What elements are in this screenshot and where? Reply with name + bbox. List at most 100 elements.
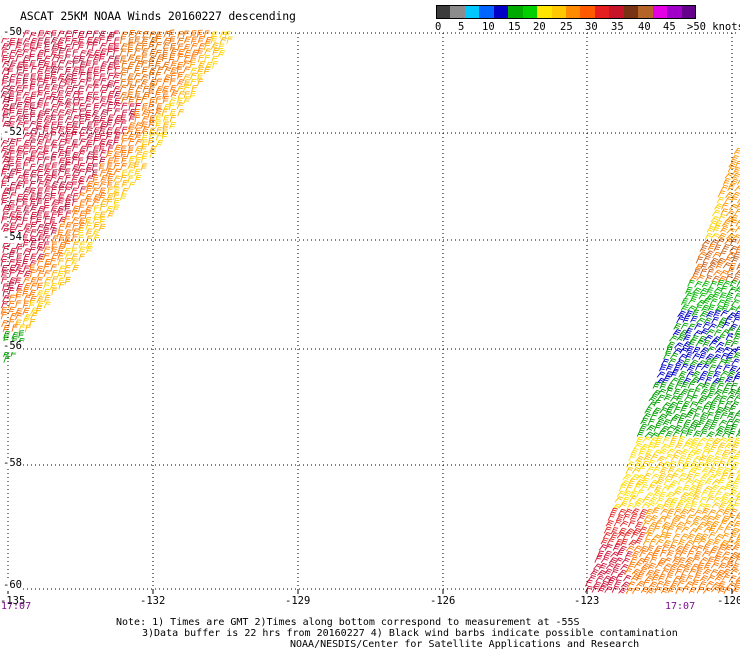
wind-barb <box>734 371 740 378</box>
wind-barb <box>36 187 44 195</box>
wind-barb <box>673 388 681 396</box>
wind-barb <box>646 466 655 473</box>
wind-barb <box>720 309 729 317</box>
wind-barb <box>667 568 676 575</box>
wind-barb <box>50 139 58 147</box>
wind-barb <box>647 484 656 491</box>
wind-barb <box>615 538 623 546</box>
wind-barb <box>50 222 58 230</box>
wind-barb <box>106 120 113 128</box>
wind-barb <box>64 181 73 189</box>
wind-barb <box>699 412 708 419</box>
wind-barb <box>98 223 106 231</box>
wind-barb <box>113 127 121 135</box>
wind-barb <box>649 514 659 522</box>
wind-barb <box>616 549 625 557</box>
wind-barb <box>72 60 79 68</box>
wind-barb <box>57 277 65 285</box>
wind-barb <box>727 388 737 395</box>
wind-barb <box>676 563 685 570</box>
wind-barb <box>717 299 726 306</box>
wind-barb <box>29 48 37 56</box>
wind-barb <box>29 60 36 68</box>
wind-barb <box>651 550 660 558</box>
wind-barb <box>715 526 724 533</box>
wind-barb <box>92 30 99 39</box>
wind-barb <box>721 449 730 457</box>
wind-barb <box>666 526 675 533</box>
colorbar-label: 0 <box>435 21 442 33</box>
wind-barb <box>733 412 740 420</box>
wind-barb <box>636 489 644 497</box>
wind-barb <box>679 329 689 336</box>
wind-barb <box>736 528 740 534</box>
wind-barb <box>672 490 681 497</box>
wind-barb <box>699 245 708 252</box>
wind-barb <box>674 442 683 449</box>
wind-barb <box>711 502 721 509</box>
wind-barb <box>733 580 740 588</box>
wind-barb <box>698 292 707 300</box>
wind-barb <box>680 363 689 371</box>
wind-barb <box>720 496 729 503</box>
wind-barb <box>176 97 184 105</box>
wind-barb <box>684 438 694 445</box>
wind-barb <box>92 216 100 224</box>
wind-barb <box>16 101 23 110</box>
wind-barb <box>703 460 712 467</box>
wind-barb <box>713 329 722 337</box>
wind-barb <box>702 544 711 552</box>
wind-barb <box>591 585 600 593</box>
wind-barb <box>733 333 740 341</box>
wind-barb <box>217 49 226 57</box>
wind-barb <box>169 109 177 117</box>
wind-barb <box>71 151 79 160</box>
wind-barb <box>120 149 127 158</box>
wind-barb <box>645 527 654 535</box>
wind-barb <box>684 496 693 503</box>
wind-barb <box>648 521 658 528</box>
wind-barb <box>22 276 31 284</box>
wind-barb <box>127 122 136 130</box>
wind-barb <box>694 532 703 540</box>
wind-barb <box>56 270 64 278</box>
wind-barb <box>64 60 73 68</box>
wind-barb <box>30 312 38 320</box>
wind-barb <box>84 210 91 219</box>
colorbar-swatch <box>464 5 480 19</box>
wind-barb <box>155 103 163 111</box>
wind-barb <box>616 532 626 539</box>
wind-barb <box>36 258 44 266</box>
wind-barb <box>654 503 664 510</box>
wind-barb <box>635 436 644 444</box>
wind-barb <box>79 199 86 207</box>
wind-barb <box>695 544 704 552</box>
wind-barb <box>625 550 633 558</box>
wind-barb <box>120 174 127 182</box>
wind-barb <box>700 364 710 371</box>
wind-barb <box>688 586 697 594</box>
wind-barb <box>713 472 722 479</box>
wind-barb <box>36 198 43 206</box>
wind-barb <box>726 394 735 401</box>
wind-barb <box>112 120 121 128</box>
wind-barb <box>7 156 15 164</box>
wind-barb <box>677 557 686 565</box>
wind-barb <box>148 67 156 75</box>
wind-barb <box>649 412 658 420</box>
wind-barb <box>57 109 65 117</box>
wind-barb <box>732 544 740 551</box>
wind-barb <box>1 223 9 231</box>
wind-barb <box>651 574 660 582</box>
wind-barb <box>659 407 668 414</box>
wind-barb <box>634 521 643 529</box>
wind-barb <box>696 317 706 324</box>
wind-barb <box>56 102 65 110</box>
wind-barb <box>64 67 72 75</box>
wind-barb <box>56 121 63 130</box>
wind-barb <box>71 258 79 266</box>
wind-barb <box>643 514 652 522</box>
wind-barb <box>672 429 681 437</box>
wind-barb <box>673 468 683 475</box>
wind-barb <box>673 449 682 456</box>
